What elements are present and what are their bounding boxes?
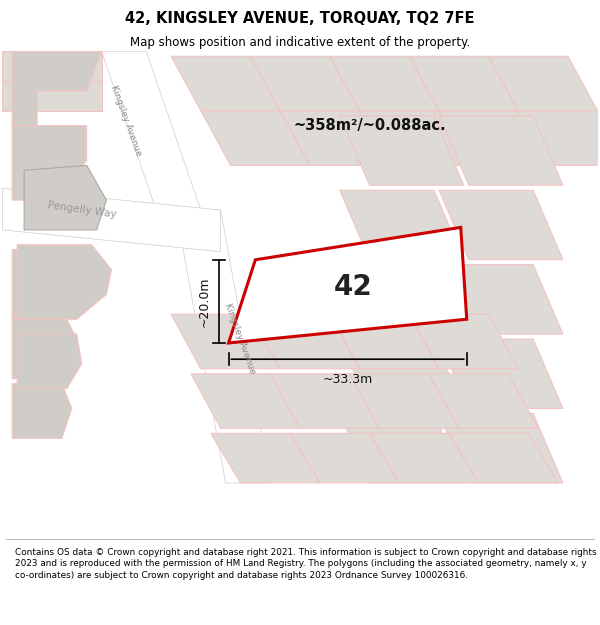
Polygon shape: [2, 81, 101, 111]
Text: ~358m²/~0.088ac.: ~358m²/~0.088ac.: [293, 118, 446, 133]
Text: Pengelly Way: Pengelly Way: [47, 200, 117, 220]
Polygon shape: [171, 314, 280, 369]
Polygon shape: [409, 56, 518, 111]
Polygon shape: [518, 111, 600, 166]
Polygon shape: [439, 116, 563, 185]
Polygon shape: [12, 319, 77, 379]
Polygon shape: [2, 51, 101, 81]
Polygon shape: [17, 334, 82, 389]
Text: Map shows position and indicative extent of the property.: Map shows position and indicative extent…: [130, 36, 470, 49]
Polygon shape: [340, 190, 464, 259]
Polygon shape: [250, 314, 359, 369]
Polygon shape: [171, 56, 280, 111]
Polygon shape: [12, 384, 72, 438]
Polygon shape: [211, 433, 320, 483]
Polygon shape: [340, 116, 464, 185]
Text: ~33.3m: ~33.3m: [323, 373, 373, 386]
Polygon shape: [439, 414, 563, 483]
Polygon shape: [17, 245, 112, 319]
Polygon shape: [340, 339, 464, 409]
Polygon shape: [359, 111, 469, 166]
Polygon shape: [439, 190, 563, 259]
Polygon shape: [101, 51, 201, 210]
Polygon shape: [449, 433, 558, 483]
Polygon shape: [439, 111, 548, 166]
Polygon shape: [350, 374, 459, 428]
Polygon shape: [340, 264, 464, 334]
Polygon shape: [2, 188, 221, 252]
Polygon shape: [176, 210, 270, 483]
Polygon shape: [201, 111, 310, 166]
Polygon shape: [439, 264, 563, 334]
Polygon shape: [229, 228, 467, 343]
Polygon shape: [270, 374, 379, 428]
Polygon shape: [370, 433, 479, 483]
Polygon shape: [12, 51, 101, 126]
Text: Kingsley Avenue: Kingsley Avenue: [109, 84, 143, 158]
Polygon shape: [191, 374, 300, 428]
Polygon shape: [12, 250, 101, 319]
Polygon shape: [280, 111, 389, 166]
Polygon shape: [429, 374, 538, 428]
Text: Kingsley Avenue: Kingsley Avenue: [223, 302, 257, 376]
Polygon shape: [330, 314, 439, 369]
Polygon shape: [488, 56, 598, 111]
Polygon shape: [330, 56, 439, 111]
Text: 42, KINGSLEY AVENUE, TORQUAY, TQ2 7FE: 42, KINGSLEY AVENUE, TORQUAY, TQ2 7FE: [125, 11, 475, 26]
Polygon shape: [340, 414, 464, 483]
Polygon shape: [409, 314, 518, 369]
Text: ~20.0m: ~20.0m: [197, 276, 211, 327]
Text: 42: 42: [334, 273, 372, 301]
Polygon shape: [290, 433, 399, 483]
Polygon shape: [24, 166, 106, 230]
Polygon shape: [439, 339, 563, 409]
Polygon shape: [12, 126, 86, 200]
Polygon shape: [250, 56, 359, 111]
Text: Contains OS data © Crown copyright and database right 2021. This information is : Contains OS data © Crown copyright and d…: [15, 548, 596, 580]
